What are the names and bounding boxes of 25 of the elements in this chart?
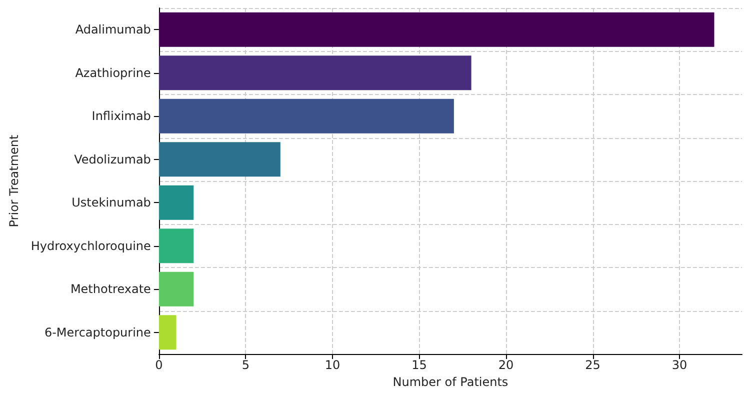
bar [158, 12, 714, 47]
bar [158, 315, 176, 350]
x-tick-label: 0 [155, 358, 163, 372]
y-tick-label: Vedolizumab [74, 152, 151, 166]
x-tick-label: 20 [498, 358, 514, 372]
bar [158, 228, 194, 264]
x-axis-title: Number of Patients [392, 375, 508, 389]
y-tick-label: 6-Mercaptopurine [44, 325, 151, 340]
bar [158, 272, 194, 306]
bar [158, 185, 194, 220]
y-tick-label: Hydroxychloroquine [30, 238, 151, 253]
x-tick-label: 10 [324, 358, 340, 372]
y-tick-label: Ustekinumab [72, 196, 151, 210]
bar [158, 142, 280, 177]
x-tick-label: 25 [585, 358, 600, 372]
x-tick-label: 15 [412, 358, 427, 372]
y-tick-label: Azathioprine [75, 66, 151, 80]
x-tick-label: 30 [672, 358, 688, 372]
x-tick-label: 5 [242, 358, 250, 372]
bar [158, 98, 454, 134]
y-tick-label: Methotrexate [70, 282, 151, 296]
y-axis-title: Prior Treatment [7, 134, 21, 228]
bar [158, 56, 472, 90]
y-tick-label: Infliximab [92, 109, 151, 124]
y-tick-label: Adalimumab [75, 22, 151, 37]
